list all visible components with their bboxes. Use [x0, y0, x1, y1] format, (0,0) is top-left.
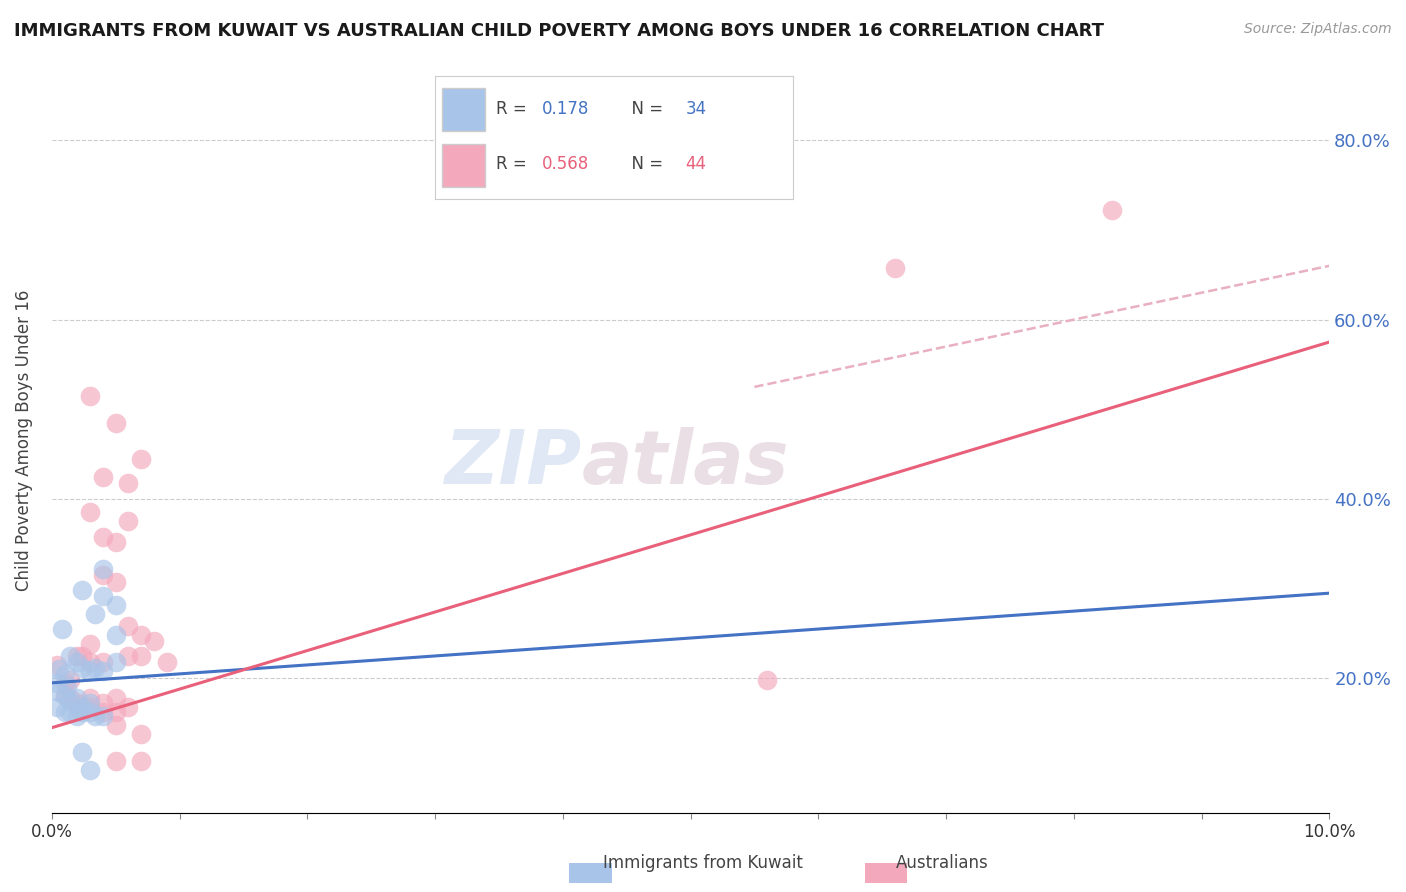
Point: [79, 389, 101, 403]
Point: [117, 619, 139, 633]
Point: [79, 763, 101, 777]
Point: [72, 706, 94, 720]
Point: [104, 574, 127, 589]
Point: [79, 691, 101, 706]
Point: [59, 673, 82, 688]
Point: [66, 700, 89, 714]
Point: [48, 685, 70, 699]
Point: [91, 469, 114, 483]
Point: [142, 633, 165, 648]
Point: [91, 530, 114, 544]
Point: [45, 700, 67, 714]
Point: [129, 727, 152, 741]
Point: [883, 260, 905, 275]
Point: [84, 709, 107, 723]
Point: [79, 664, 101, 678]
Point: [756, 673, 779, 688]
Point: [59, 706, 82, 720]
Point: [104, 718, 127, 732]
Point: [66, 709, 89, 723]
Point: [53, 676, 76, 690]
Text: Immigrants from Kuwait: Immigrants from Kuwait: [603, 855, 803, 872]
Point: [72, 583, 94, 598]
Point: [117, 475, 139, 490]
Point: [117, 515, 139, 529]
Point: [104, 416, 127, 430]
Point: [104, 598, 127, 612]
Point: [48, 662, 70, 676]
Point: [72, 648, 94, 663]
Point: [79, 706, 101, 720]
Point: [79, 655, 101, 669]
Text: Australians: Australians: [896, 855, 988, 872]
Point: [66, 655, 89, 669]
Point: [56, 681, 79, 695]
Point: [91, 706, 114, 720]
Text: Source: ZipAtlas.com: Source: ZipAtlas.com: [1244, 22, 1392, 37]
Point: [129, 648, 152, 663]
Point: [104, 655, 127, 669]
Point: [72, 660, 94, 674]
Point: [66, 648, 89, 663]
Point: [53, 690, 76, 704]
Point: [72, 700, 94, 714]
Point: [156, 655, 179, 669]
Point: [59, 694, 82, 708]
Point: [91, 697, 114, 711]
Point: [72, 745, 94, 759]
Point: [104, 535, 127, 549]
Point: [91, 562, 114, 576]
Point: [104, 706, 127, 720]
Point: [91, 664, 114, 678]
Point: [129, 754, 152, 768]
Point: [91, 589, 114, 603]
Point: [79, 637, 101, 651]
Point: [104, 754, 127, 768]
Point: [53, 688, 76, 702]
Point: [53, 706, 76, 720]
Point: [129, 628, 152, 642]
Point: [51, 622, 73, 636]
Point: [117, 648, 139, 663]
Point: [79, 506, 101, 520]
Text: atlas: atlas: [582, 426, 789, 500]
Point: [104, 691, 127, 706]
Point: [117, 700, 139, 714]
Y-axis label: Child Poverty Among Boys Under 16: Child Poverty Among Boys Under 16: [15, 290, 32, 591]
Point: [66, 697, 89, 711]
Point: [45, 676, 67, 690]
Point: [91, 655, 114, 669]
Point: [79, 697, 101, 711]
Point: [45, 657, 67, 672]
Point: [59, 691, 82, 706]
Point: [84, 660, 107, 674]
Point: [1101, 203, 1123, 218]
Point: [679, 825, 702, 839]
Point: [66, 691, 89, 706]
Text: ZIP: ZIP: [444, 426, 582, 500]
Point: [91, 568, 114, 582]
Point: [84, 607, 107, 621]
Point: [129, 451, 152, 466]
Point: [91, 709, 114, 723]
Point: [59, 648, 82, 663]
Point: [104, 628, 127, 642]
Point: [53, 666, 76, 681]
Text: IMMIGRANTS FROM KUWAIT VS AUSTRALIAN CHILD POVERTY AMONG BOYS UNDER 16 CORRELATI: IMMIGRANTS FROM KUWAIT VS AUSTRALIAN CHI…: [14, 22, 1104, 40]
Point: [79, 700, 101, 714]
